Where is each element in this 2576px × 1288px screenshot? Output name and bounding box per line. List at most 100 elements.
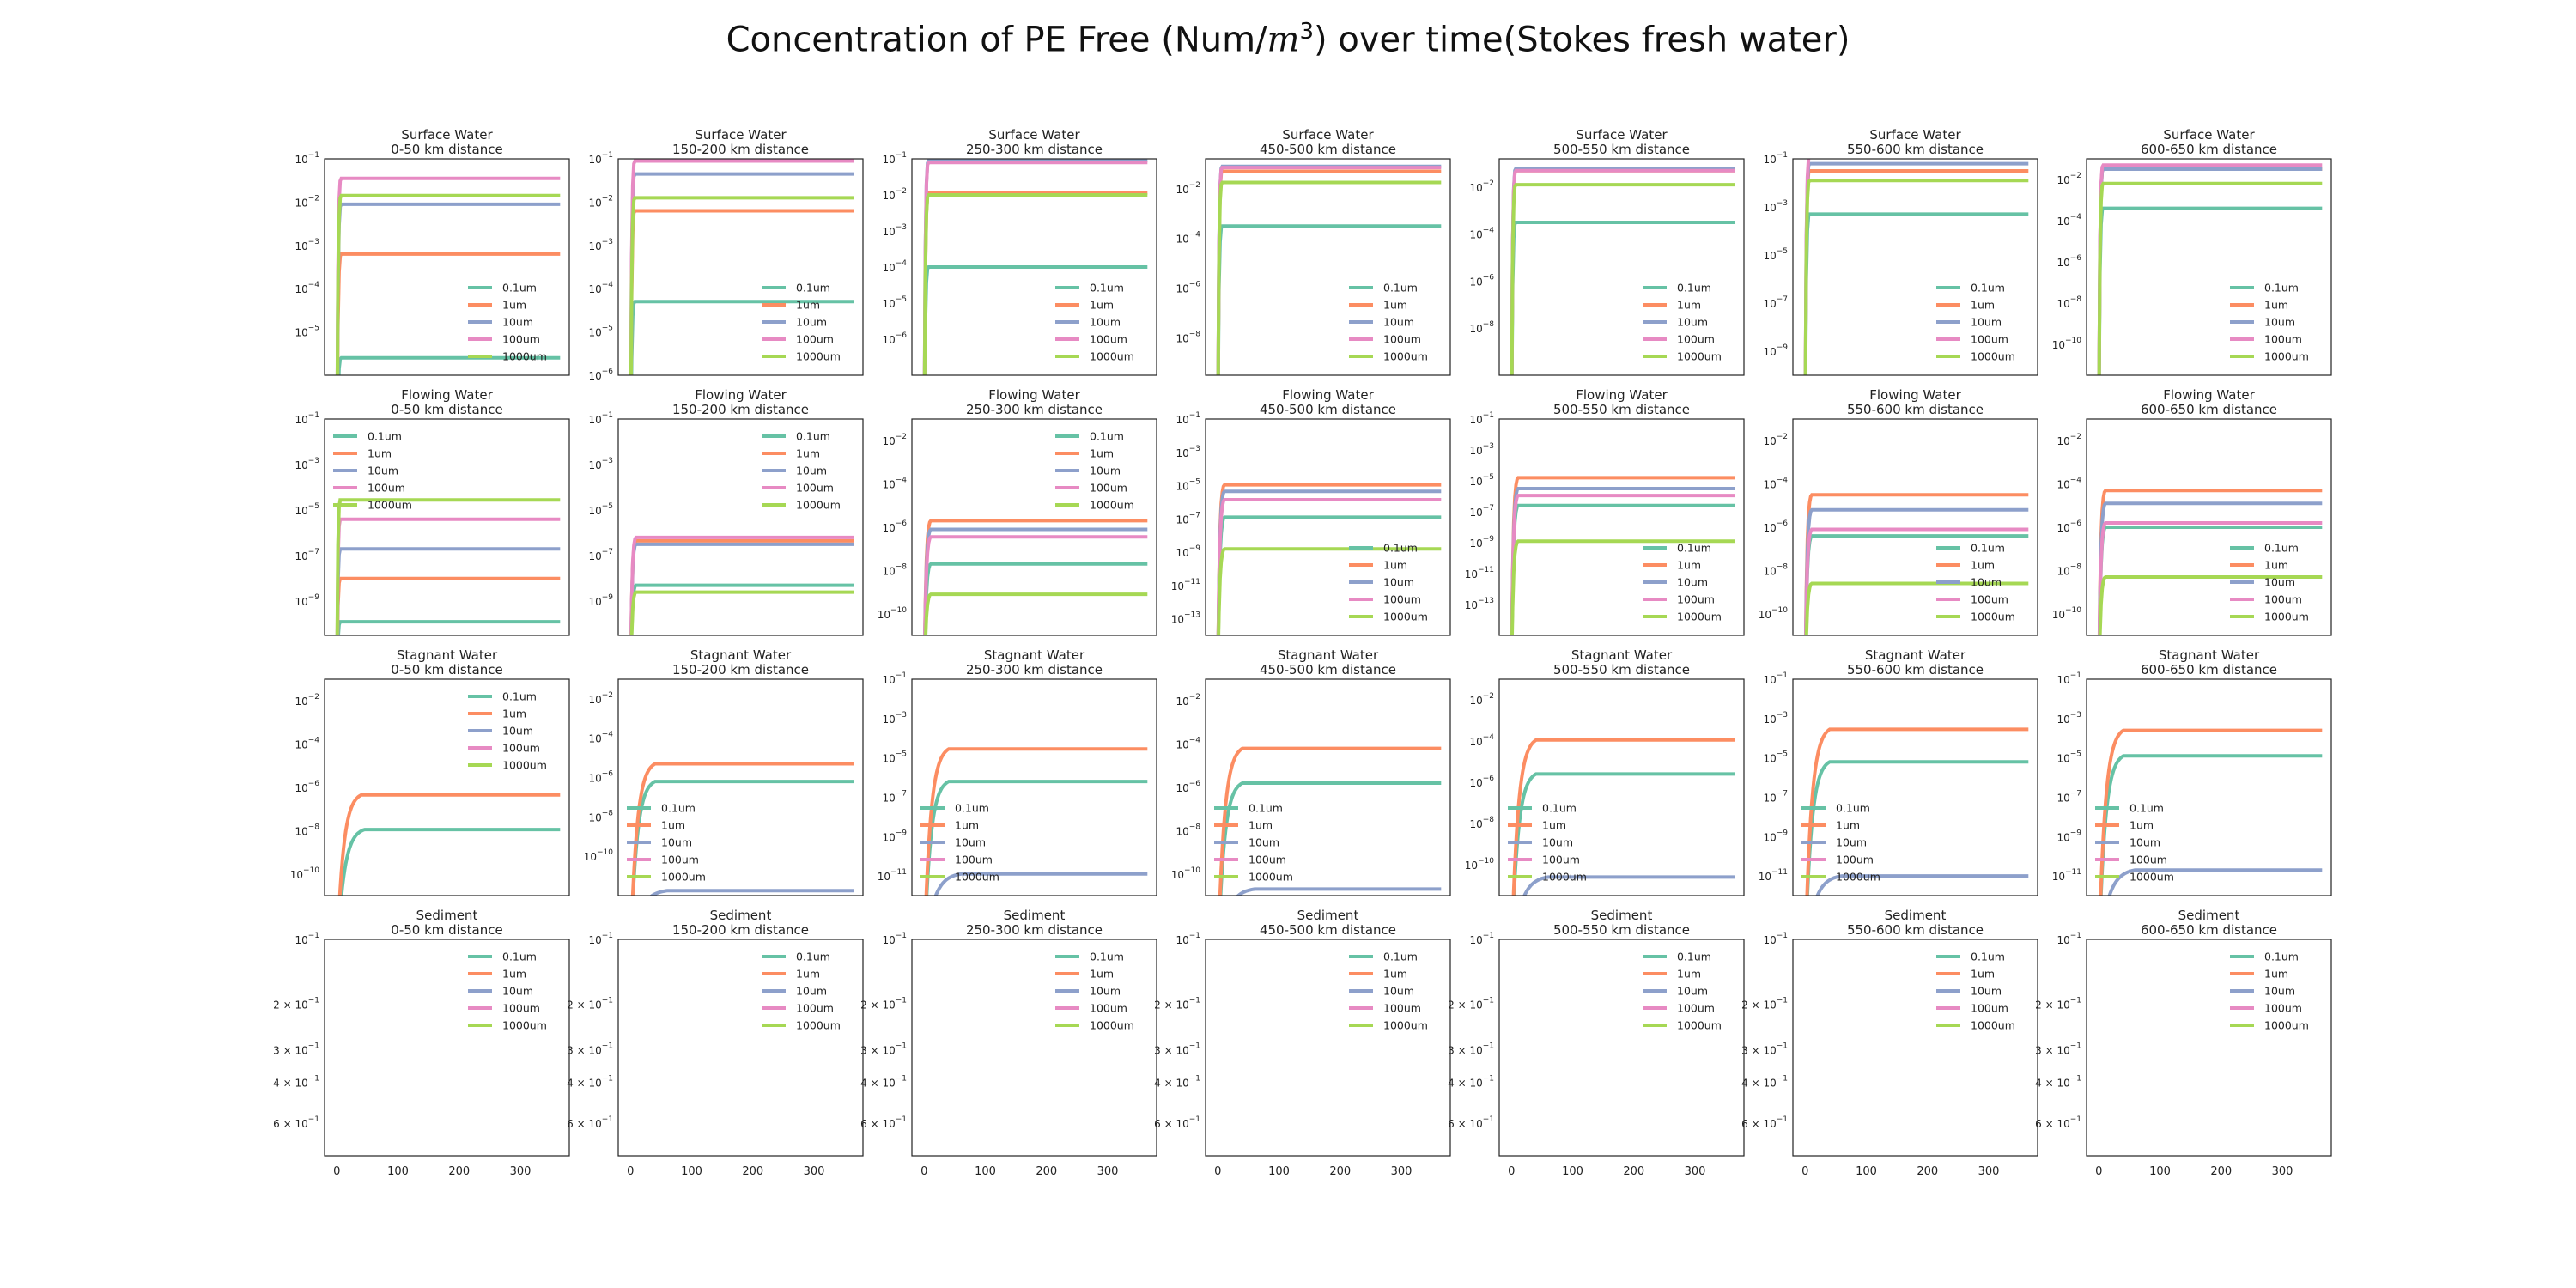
y-tick-label: 10−5	[1469, 473, 1494, 488]
subplot-subtitle: 0-50 km distance	[391, 922, 502, 938]
y-tick-label: 10−1	[1469, 411, 1494, 426]
y-tick-label: 10−5	[882, 750, 907, 765]
y-tick-label: 10−7	[1763, 789, 1788, 804]
y-tick-label: 10−2	[295, 693, 319, 708]
x-tick-label: 0	[333, 1165, 340, 1178]
series-line-10um	[1510, 487, 1735, 635]
subplot-subtitle: 150-200 km distance	[672, 402, 809, 417]
axes-frame	[1498, 678, 1745, 896]
legend-label: 100um	[796, 482, 834, 495]
subplot-title: Flowing Water	[401, 387, 493, 403]
legend: 0.1um 1um 10um 100um 1000um	[333, 430, 412, 512]
axes-frame	[911, 158, 1157, 376]
subplot-title: Surface Water	[1282, 127, 1374, 143]
series-line-10um	[1510, 167, 1735, 375]
y-tick-label: 10−8	[2057, 295, 2081, 310]
legend-label: 10um	[1677, 316, 1708, 329]
y-tick-label: 10−8	[1469, 816, 1494, 830]
y-tick-label: 10−10	[584, 848, 614, 863]
series-line-1000um	[335, 498, 561, 635]
legend-label: 10um	[502, 985, 533, 998]
series-line-1um	[1510, 168, 1735, 375]
series-line-0.1um	[1512, 772, 1735, 896]
y-tick-label: 10−1	[1469, 932, 1494, 946]
series-line-10um	[335, 547, 561, 635]
legend-label: 1000um	[1542, 871, 1587, 884]
y-tick-label: 10−1	[295, 932, 319, 946]
legend: 0.1um 1um 10um 100um 1000um	[1349, 542, 1428, 623]
y-tick-label: 10−6	[1763, 519, 1788, 534]
legend: 0.1um 1um 10um 100um 1000um	[1214, 802, 1293, 884]
legend-label: 1um	[796, 447, 820, 460]
legend-label: 100um	[1383, 333, 1421, 346]
y-tick-label: 10−5	[588, 325, 613, 339]
axes-frame	[1792, 678, 2038, 896]
x-tick-label: 0	[1508, 1165, 1515, 1178]
subplot-title: Flowing Water	[2163, 387, 2255, 403]
series-line-100um	[1216, 166, 1442, 375]
legend-label: 0.1um	[1090, 282, 1124, 295]
y-tick-label: 2 × 10−1	[567, 997, 613, 1012]
series-line-0.1um	[336, 620, 561, 635]
y-tick-label: 10−3	[882, 223, 907, 238]
y-tick-label: 10−4	[882, 259, 907, 274]
x-tick-label: 300	[1097, 1165, 1119, 1178]
legend-label: 10um	[796, 316, 827, 329]
legend-label: 1um	[1383, 968, 1407, 981]
series-group	[1803, 159, 2029, 375]
legend-label: 100um	[502, 742, 540, 755]
legend-label: 1000um	[1090, 499, 1134, 512]
series-line-100um	[923, 535, 1148, 635]
y-tick-label: 10−10	[1465, 857, 1495, 872]
series-line-1um	[1803, 169, 2029, 375]
legend-label: 100um	[1836, 854, 1874, 866]
y-tick-label: 4 × 10−1	[273, 1074, 319, 1089]
legend-label: 1um	[796, 968, 820, 981]
legend-label: 1um	[1971, 968, 1995, 981]
legend-label: 1000um	[661, 871, 706, 884]
y-tick-label: 10−4	[295, 737, 319, 751]
y-tick-label: 10−8	[1176, 331, 1200, 345]
legend-label: 1000um	[1383, 350, 1428, 363]
y-tick-label: 2 × 10−1	[2035, 997, 2081, 1012]
y-tick-label: 3 × 10−1	[1154, 1042, 1200, 1057]
series-group	[922, 159, 1148, 375]
series-line-1000um	[629, 590, 854, 635]
y-tick-label: 10−11	[1465, 566, 1494, 580]
series-group	[1510, 167, 1735, 375]
legend: 0.1um 1um 10um 100um 1000um	[2095, 802, 2174, 884]
legend-label: 100um	[1090, 333, 1127, 346]
legend-label: 1um	[502, 968, 526, 981]
subplot-subtitle: 250-300 km distance	[966, 142, 1103, 157]
axes-frame	[1205, 678, 1451, 896]
legend-label: 0.1um	[796, 430, 830, 443]
series-group	[2099, 728, 2323, 896]
legend-label: 1um	[1249, 819, 1273, 832]
legend-label: 1000um	[1971, 350, 2015, 363]
legend: 0.1um 1um 10um 100um 1000um	[1801, 802, 1880, 884]
y-tick-label: 3 × 10−1	[567, 1042, 613, 1057]
legend-label: 1000um	[2264, 611, 2309, 623]
legend-label: 100um	[1971, 333, 2008, 346]
legend-label: 100um	[2129, 854, 2167, 866]
series-line-1um	[629, 209, 854, 375]
y-tick-label: 10−4	[2057, 213, 2081, 228]
legend-label: 100um	[1971, 1002, 2008, 1015]
legend-label: 0.1um	[1383, 542, 1418, 555]
series-line-1000um	[1804, 581, 2029, 635]
x-tick-label: 0	[1801, 1165, 1808, 1178]
series-line-1000um	[922, 193, 1148, 375]
series-line-10um	[1216, 489, 1442, 635]
series-line-100um	[629, 535, 854, 635]
legend-label: 10um	[1249, 836, 1279, 849]
subplot-subtitle: 550-600 km distance	[1847, 402, 1984, 417]
y-tick-label: 10−9	[588, 593, 613, 608]
legend-label: 1000um	[1677, 350, 1722, 363]
